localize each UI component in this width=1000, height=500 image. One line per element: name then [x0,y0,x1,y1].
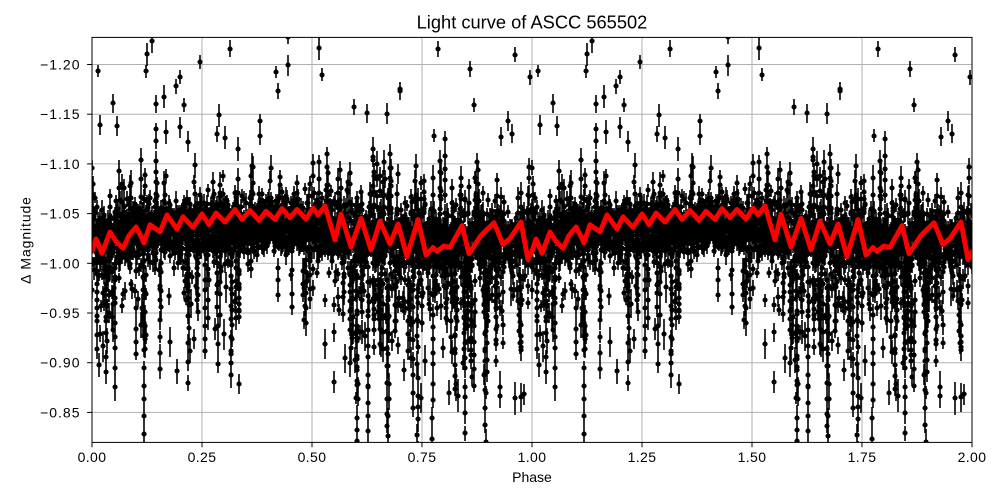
svg-text:2.00: 2.00 [958,449,987,465]
svg-text:−0.95: −0.95 [40,305,80,321]
svg-text:−0.85: −0.85 [40,404,80,420]
svg-text:0.50: 0.50 [298,449,327,465]
svg-text:−0.90: −0.90 [40,355,80,371]
svg-text:−1.15: −1.15 [40,106,80,122]
svg-text:Light curve of ASCC 565502: Light curve of ASCC 565502 [417,12,648,33]
svg-text:−1.05: −1.05 [40,206,80,222]
svg-text:1.50: 1.50 [738,449,767,465]
svg-text:Δ Magnitude: Δ Magnitude [18,196,34,284]
svg-text:1.00: 1.00 [518,449,547,465]
svg-text:−1.00: −1.00 [40,255,80,271]
svg-text:1.75: 1.75 [848,449,877,465]
svg-text:Phase: Phase [512,469,552,485]
svg-text:0.00: 0.00 [78,449,107,465]
svg-text:−1.20: −1.20 [40,57,80,73]
svg-text:1.25: 1.25 [628,449,657,465]
svg-text:−1.10: −1.10 [40,156,80,172]
svg-text:0.75: 0.75 [408,449,437,465]
svg-text:0.25: 0.25 [188,449,217,465]
